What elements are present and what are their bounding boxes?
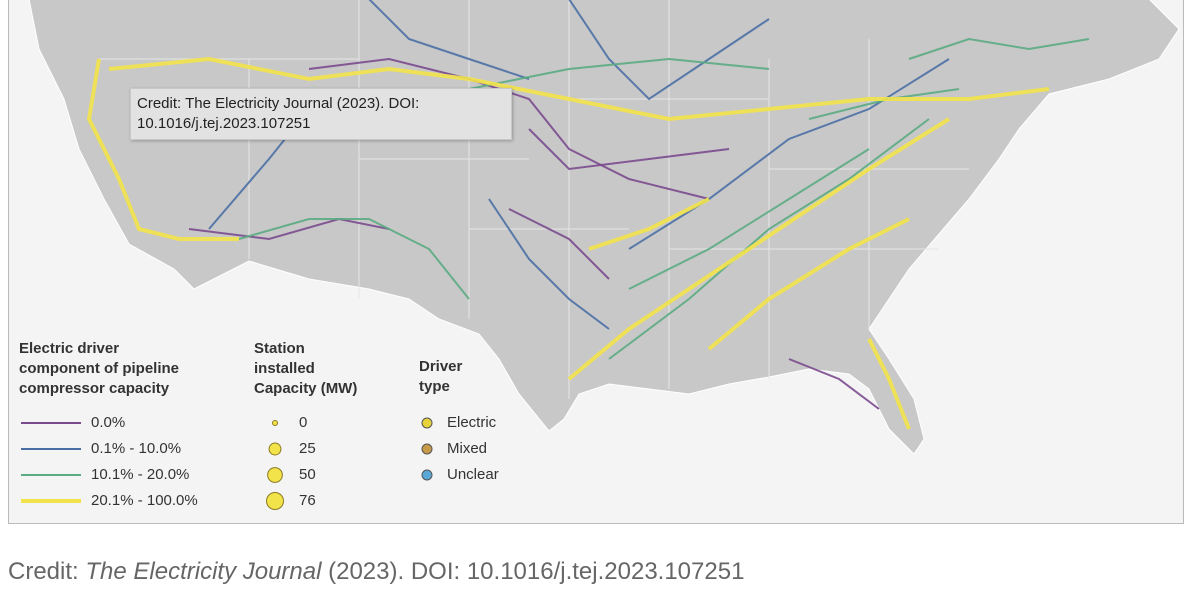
legend: Electric driver component of pipeline comp… [19, 340, 499, 510]
legend-label: Electric [447, 414, 497, 431]
legend-title: Station [254, 340, 305, 357]
size-symbol [272, 420, 278, 426]
size-symbol [268, 442, 282, 456]
driver-symbol [421, 443, 433, 455]
caption: Credit: The Electricity Journal (2023). … [8, 558, 744, 586]
land [28, 0, 1180, 455]
driver-symbol [421, 417, 433, 429]
legend-title: installed [254, 360, 315, 377]
legend-label: Mixed [447, 440, 487, 457]
legend-title: Capacity (MW) [254, 380, 357, 397]
pipelines [86, 0, 1090, 430]
pipeline [86, 56, 1050, 430]
legend-label: 0 [299, 414, 307, 431]
legend-title: component of pipeline [19, 360, 179, 377]
legend-label: 0.1% - 10.0% [91, 440, 181, 457]
legend-label: 25 [299, 440, 316, 457]
caption-journal: The Electricity Journal [85, 558, 322, 585]
caption-prefix: Credit: [8, 558, 86, 585]
pipeline [238, 37, 1090, 360]
size-symbol [267, 467, 283, 483]
legend-title: Electric driver [19, 340, 119, 357]
legend-title: compressor capacity [19, 380, 170, 397]
pipeline [208, 0, 950, 330]
tooltip: Credit: The Electricity Journal (2023). … [130, 88, 512, 140]
pipeline [188, 128, 880, 410]
pipeline [308, 57, 710, 200]
caption-suffix: (2023). DOI: 10.1016/j.tej.2023.107251 [321, 558, 745, 585]
legend-label: 76 [299, 492, 316, 509]
driver-symbol [421, 469, 433, 481]
map-figure: Electric driver component of pipeline comp… [8, 0, 1184, 524]
size-symbol [266, 492, 284, 510]
legend-label: Unclear [447, 466, 499, 483]
legend-label: 20.1% - 100.0% [91, 492, 198, 509]
legend-label: 50 [299, 466, 316, 483]
legend-label: 0.0% [91, 414, 125, 431]
legend-label: 10.1% - 20.0% [91, 466, 189, 483]
legend-title: type [419, 378, 450, 395]
legend-title: Driver [419, 358, 463, 375]
map: Electric driver component of pipeline comp… [9, 0, 1180, 510]
